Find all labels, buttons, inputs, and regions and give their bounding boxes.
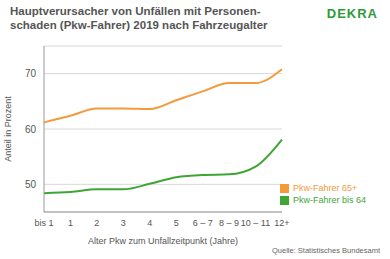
svg-text:Alter Pkw zum Unfallzeitpunkt: Alter Pkw zum Unfallzeitpunkt (Jahre) <box>88 236 238 246</box>
svg-text:60: 60 <box>25 124 37 135</box>
svg-text:bis 1: bis 1 <box>34 218 53 228</box>
svg-text:Anteil in Prozent: Anteil in Prozent <box>8 96 13 162</box>
html-text:DEKRA: DEKRA <box>326 6 378 21</box>
svg-text:6 – 7: 6 – 7 <box>193 218 213 228</box>
svg-text:10 – 11: 10 – 11 <box>241 218 270 228</box>
html-text:Quelle: Statistisches Bundesam: Quelle: Statistisches Bundesamt <box>272 246 380 255</box>
svg-text:8 – 9: 8 – 9 <box>219 218 239 228</box>
html-text:schaden (Pkw-Fahrer) 2019 nach: schaden (Pkw-Fahrer) 2019 nach Fahrzeuga… <box>10 19 268 31</box>
svg-text:4: 4 <box>147 218 152 228</box>
html-text:Pkw-Fahrer 65+: Pkw-Fahrer 65+ <box>293 183 358 193</box>
svg-text:70: 70 <box>25 68 37 79</box>
svg-text:5: 5 <box>174 218 179 228</box>
svg-text:12+: 12+ <box>274 218 289 228</box>
svg-text:1: 1 <box>68 218 73 228</box>
svg-text:3: 3 <box>121 218 126 228</box>
html-text:Hauptverursacher von Unfällen: Hauptverursacher von Unfällen mit Person… <box>10 5 261 17</box>
svg-text:2: 2 <box>94 218 99 228</box>
svg-text:50: 50 <box>25 179 37 190</box>
html-text:Pkw-Fahrer bis 64: Pkw-Fahrer bis 64 <box>293 195 366 205</box>
